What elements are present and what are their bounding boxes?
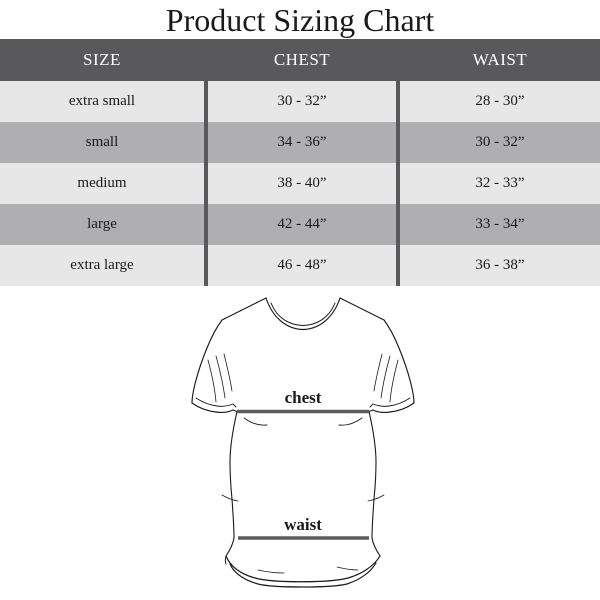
- svg-text:waist: waist: [284, 515, 322, 534]
- svg-text:chest: chest: [285, 388, 322, 407]
